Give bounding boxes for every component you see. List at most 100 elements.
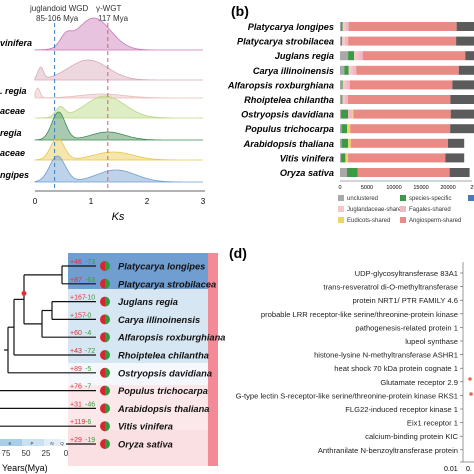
panel-a-x-tick-0: 0 <box>33 197 38 206</box>
stacked-bar-segment <box>342 95 345 104</box>
legend-label: Fagales-shared <box>409 207 451 213</box>
geologic-period-bar <box>44 439 60 446</box>
gamma-wgt-label: γ-WGT <box>96 4 121 13</box>
time-tick-label: 0 <box>64 449 69 458</box>
geologic-period-label: Q <box>60 441 64 446</box>
gene-loss-count: -46 <box>85 401 95 408</box>
panel-a-x-tick-3: 3 <box>201 197 206 206</box>
geologic-period-label: P <box>30 441 33 446</box>
stacked-bar-segment <box>357 168 450 177</box>
juglandoid-wgd-age: 85-106 Mya <box>36 14 79 23</box>
gene-loss-count: -4 <box>85 330 91 337</box>
geologic-period-bar <box>22 439 44 446</box>
stacked-bar-segment <box>341 80 343 90</box>
stacked-bar-segment <box>348 51 355 61</box>
time-tick-label: 25 <box>42 449 51 458</box>
stacked-bar-segment <box>354 51 359 61</box>
stacked-bar-segment <box>348 22 457 31</box>
gene-gain-count: +167 <box>70 295 86 302</box>
stacked-bar-segment <box>465 51 474 61</box>
gene-loss-count: -19 <box>85 437 95 444</box>
ks-density-curve <box>34 59 203 81</box>
gain-loss-pie-red <box>100 261 105 271</box>
ks-row-label: aceae <box>0 148 25 158</box>
stacked-bar-segment <box>450 109 474 119</box>
gene-gain-count: +87 <box>70 277 82 284</box>
gene-gain-count: +31 <box>70 401 82 408</box>
gene-loss-count: -10 <box>85 295 95 302</box>
stacked-bar-segment <box>341 124 348 134</box>
gain-loss-pie-red <box>100 421 105 432</box>
gain-loss-pie-green <box>105 332 110 343</box>
ks-density-curve <box>34 137 203 161</box>
panel-a: juglandoid WGD 85-106 Mya γ-WGT 117 Mya … <box>0 4 206 223</box>
gain-loss-pie-green <box>105 350 110 360</box>
stacked-bar-segment <box>350 124 451 134</box>
stacked-bar-segment <box>340 65 345 75</box>
gain-loss-pie-red <box>100 278 105 289</box>
gain-loss-pie-red <box>100 385 105 396</box>
legend-swatch <box>338 217 344 223</box>
taxon-label: Carya illinoinensis <box>118 315 200 325</box>
bar-category-label: Populus trichocarpa <box>245 124 334 134</box>
bar-category-label: Carya illinoinensis <box>253 66 334 76</box>
legend-label: unclustered <box>347 196 378 202</box>
panel-b-x-tick: 20000 <box>440 185 455 191</box>
gene-gain-count: +46 <box>70 259 82 266</box>
stacked-bar-segment <box>347 95 451 104</box>
panel-b-x-tick: 5000 <box>361 185 373 191</box>
enrichment-term-label: probable LRR receptor-like serine/threon… <box>261 310 458 319</box>
bar-category-label: Oryza sativa <box>280 168 334 178</box>
panel-a-x-label: Ks <box>112 211 125 223</box>
bar-category-label: Arabidopsis thaliana <box>243 139 334 149</box>
panel-d-label: (d) <box>229 245 247 261</box>
stacked-bar-segment <box>346 80 350 90</box>
legend-swatch <box>338 195 344 201</box>
stacked-bar-segment <box>358 51 363 61</box>
gain-loss-pie-green <box>105 439 110 449</box>
panel-b-label: (b) <box>231 3 249 19</box>
bar-category-label: Platycarya longipes <box>248 22 334 32</box>
taxon-label: Ostryopsis davidiana <box>118 368 212 378</box>
ks-density-curve <box>34 87 203 99</box>
enrichment-term-label: pathogenesis-related protein 1 <box>355 323 458 332</box>
stacked-bar-segment <box>449 168 470 177</box>
taxon-label: Vitis vinifera <box>118 422 173 432</box>
panel-b-x-tick: 15000 <box>413 185 428 191</box>
gain-loss-pie-green <box>105 385 110 396</box>
taxon-label: Rhoiptelea chilantha <box>118 351 209 361</box>
ks-density-curve <box>34 17 203 51</box>
geologic-period-label: K <box>8 441 11 446</box>
stacked-bar-segment <box>341 109 349 119</box>
panel-d-x-tick-0: 0.01 <box>444 466 458 473</box>
stacked-bar-segment <box>348 138 351 148</box>
gain-loss-pie-red <box>100 296 105 307</box>
enrichment-term-label: Eix1 receptor 1 <box>407 419 458 428</box>
stacked-bar-segment <box>344 95 348 104</box>
gene-gain-count: +60 <box>70 330 82 337</box>
stacked-bar-segment <box>350 138 448 148</box>
gene-gain-count: +43 <box>70 348 82 355</box>
panel-b-x-tick: 250 <box>470 185 474 191</box>
stacked-bar-segment <box>341 36 343 46</box>
stacked-bar-segment <box>345 22 349 31</box>
gene-gain-count: +76 <box>70 384 82 391</box>
stacked-bar-segment <box>347 124 351 134</box>
gene-loss-count: -63 <box>85 277 95 284</box>
panel-d-x-tick-1: 0. <box>466 466 472 473</box>
stacked-bar-segment <box>450 95 474 104</box>
legend-label: Angiosperm-shared <box>409 218 461 224</box>
gain-loss-pie-green <box>105 261 110 271</box>
geologic-period-bar <box>60 439 66 446</box>
geologic-period-bar <box>0 439 22 446</box>
time-axis-label: Years(Mya) <box>2 463 48 473</box>
gene-loss-count: -5 <box>85 366 91 373</box>
stacked-bar-segment <box>340 168 348 177</box>
stacked-bar-segment <box>342 22 346 31</box>
geologic-period-label: N <box>50 441 53 446</box>
stacked-bar-segment <box>349 80 453 90</box>
stacked-bar-segment <box>341 138 349 148</box>
stacked-bar-segment <box>452 80 474 90</box>
stacked-bar-segment <box>362 51 466 61</box>
enrichment-term-label: calcium-binding protein KIC <box>365 432 458 441</box>
